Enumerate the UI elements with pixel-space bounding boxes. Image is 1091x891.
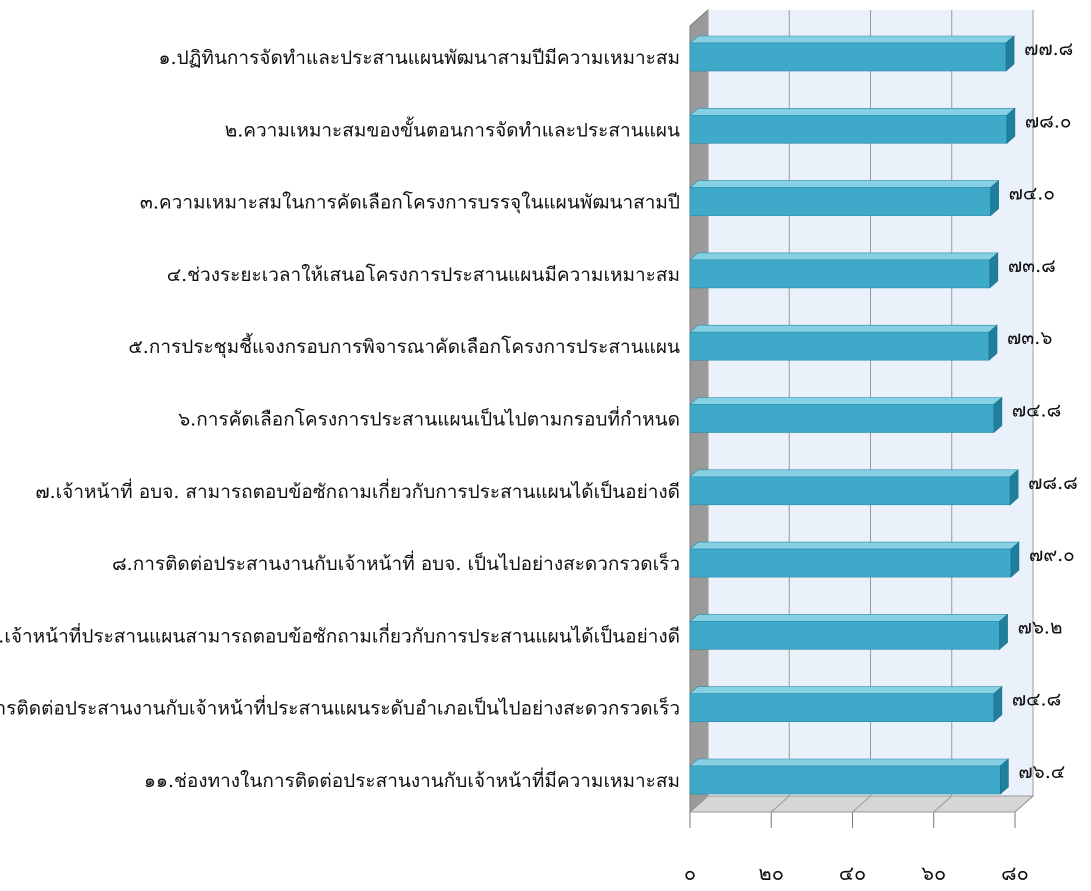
bar-top [689,108,1016,116]
bar [689,35,1015,72]
gridline-floor [770,795,790,813]
gridline-floor [852,795,871,813]
bar-top [689,469,1019,478]
bar [689,686,1003,723]
bar-side [999,613,1008,651]
x-tick-label: ๖๐ [921,861,946,885]
bar-top [689,614,1009,622]
bar [689,179,1000,217]
bar-side [1006,107,1016,144]
category-label: ๗.เจ้าหน้าที่ อบจ. สามารถตอบข้อซักถามเกี… [35,478,680,503]
gridline-floor [933,795,953,813]
value-label: ๗๘.๘ [1028,472,1078,494]
bar-front [689,476,1011,506]
category-label: ๖.การคัดเลือกโครงการประสานแผนเป็นไปตามกร… [178,406,680,431]
bar [689,396,1003,434]
bar-top [689,180,1000,188]
category-label: ๕.การประชุมชี้แจงกรอบการพิจารณาคัดเลือกโ… [128,333,680,359]
bar [689,469,1019,506]
bar-top [689,324,998,333]
value-label: ๗๙.๐ [1029,544,1075,566]
gridline-floor [1014,795,1034,813]
bar-side [989,252,999,289]
bar-side [1009,469,1019,506]
bars [689,35,1020,795]
value-label: ๗๔.๐ [1009,183,1055,205]
bar [689,758,1010,795]
bar-front [689,115,1008,144]
value-label: ๗๗.๘ [1024,38,1073,60]
bar-front [689,42,1007,72]
bar-top [689,252,999,261]
x-tick-label: ๐ [684,861,696,885]
bar [689,252,999,289]
bar [689,541,1020,578]
bar-top [689,397,1003,405]
bar-front [689,765,1001,795]
bar-top [689,686,1003,695]
value-labels: ๗๗.๘๗๘.๐๗๔.๐๗๓.๘๗๓.๖๗๔.๘๗๘.๘๗๙.๐๗๖.๒๗๔.๘… [1007,38,1078,783]
bar-front [689,693,995,723]
category-labels: ๑.ปฏิทินการจัดทำและประสานแผนพัฒนาสามปีมี… [0,47,680,792]
value-label: ๗๘.๐ [1025,110,1072,132]
gridline-floor [689,795,709,813]
bar-side [988,324,998,361]
bar [689,613,1009,651]
value-label: ๗๖.๔ [1018,761,1065,783]
category-label: ๓.ความเหมาะสมในการคัดเลือกโครงการบรรจุใน… [140,191,680,215]
bar-top [689,35,1015,44]
bar-front [689,404,995,433]
bar [689,324,998,361]
value-label: ๗๓.๖ [1007,327,1052,349]
bar-side [993,396,1003,434]
bar-front [689,259,991,289]
bar-top [689,541,1020,550]
x-tick-label: ๔๐ [839,861,866,885]
category-label: ๔.ช่วงระยะเวลาให้เสนอโครงการประสานแผนมีค… [167,263,680,286]
bar-side [1010,541,1020,578]
x-tick-label: ๘๐ [1001,861,1029,885]
bar-side [1005,35,1015,72]
bar-top [689,758,1010,767]
value-label: ๗๓.๘ [1008,255,1056,277]
value-label: ๗๖.๒ [1018,616,1063,638]
bar-front [689,621,1000,650]
category-label: ๑๑.ช่องทางในการติดต่อประสานงานกับเจ้าหน้… [144,767,680,792]
category-label: ๙.เจ้าหน้าที่ประสานแผนสามารถตอบข้อซักถาม… [0,622,680,647]
x-tick-label: ๒๐ [759,861,784,885]
bar-side [990,179,999,217]
bar [689,107,1016,144]
value-label: ๗๔.๘ [1012,689,1061,711]
value-label: ๗๔.๘ [1012,400,1061,422]
bar-side [993,686,1003,723]
category-label: ๑๐.การติดต่อประสานงานกับเจ้าหน้าที่ประสา… [0,695,680,720]
category-label: ๒.ความเหมาะสมของขั้นตอนการจัดทำและประสาน… [225,116,680,141]
category-label: ๑.ปฏิทินการจัดทำและประสานแผนพัฒนาสามปีมี… [159,47,681,69]
x-axis-ticks: ๐ ๒๐ ๔๐ ๖๐ ๘๐ [684,861,1029,885]
bar-side [1000,758,1009,795]
category-label: ๘.การติดต่อประสานงานกับเจ้าหน้าที่ อบจ. … [112,550,680,575]
bar-front [689,548,1012,578]
bar-front [689,331,990,361]
bar-front [689,187,991,216]
